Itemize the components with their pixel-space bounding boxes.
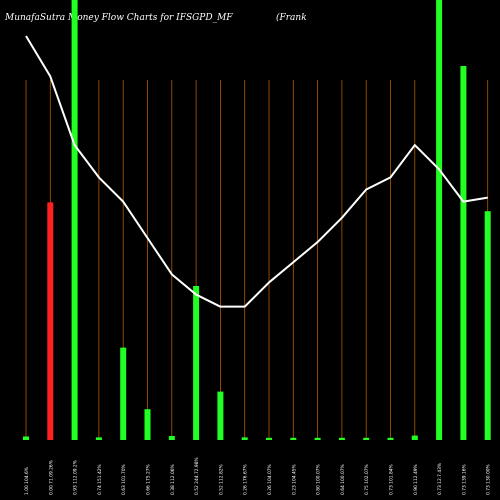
bar-15 [387, 437, 394, 440]
bar-7 [193, 286, 200, 440]
bar-18 [460, 66, 467, 440]
bar-6 [168, 436, 175, 440]
x-tick-label-5: 0.66 175.27% [146, 464, 152, 495]
bar-4 [120, 347, 127, 440]
x-tick-label-10: 0.26 104.07% [267, 464, 273, 495]
bar-12 [314, 437, 321, 440]
bar-3 [95, 437, 102, 440]
x-tick-label-12: 0.80 100.07% [316, 464, 322, 495]
x-tick-label-3: 0.74 151.42% [97, 464, 103, 495]
bar-14 [363, 437, 370, 440]
x-tick-label-9: 0.26 176.67% [243, 464, 249, 495]
x-tick-label-4: 0.63 101.70% [121, 464, 127, 495]
x-tick-label-0: 1.00 104.6% [24, 467, 30, 495]
x-tick-label-17: 0.73 12.7.43% [437, 463, 443, 495]
bar-5 [144, 409, 151, 440]
bar-10 [266, 437, 272, 440]
bar-8 [217, 391, 224, 440]
x-tick-label-16: 0.90 112.49% [413, 464, 419, 495]
chart-title-right: (Frank [276, 13, 307, 23]
bar-11 [290, 437, 297, 440]
x-tick-label-15: 0.73 101.84% [389, 464, 395, 495]
x-tick-label-18: 0.73 139.16% [461, 464, 467, 495]
x-tick-label-19: 0.73 130.00% [486, 464, 492, 495]
bar-9 [241, 437, 248, 440]
chart-title: MunafaSutra Money Flow Charts for IFSGPD… [5, 13, 233, 23]
bar-16 [411, 435, 418, 440]
x-tick-label-1: 0.00 71.09.26% [48, 460, 54, 495]
bar-17 [436, 0, 443, 440]
bar-1 [47, 202, 54, 440]
bar-19 [484, 211, 491, 440]
x-tick-label-2: 0.93 112.09.2% [73, 460, 79, 495]
x-tick-label-14: 0.75 102.07% [364, 464, 370, 495]
x-tick-label-7: 0.52 244.72.98% [194, 457, 200, 495]
bar-2 [71, 0, 78, 440]
x-tick-label-13: 0.64 100.07% [340, 464, 346, 495]
bar-13 [338, 437, 345, 440]
x-tick-label-11: 0.23 104.45% [291, 464, 297, 495]
bar-0 [23, 436, 29, 440]
x-tick-label-8: 0.52 112.82% [218, 464, 224, 495]
flow-line [25, 35, 488, 308]
x-tick-label-6: 0.38 112.06% [170, 464, 176, 495]
